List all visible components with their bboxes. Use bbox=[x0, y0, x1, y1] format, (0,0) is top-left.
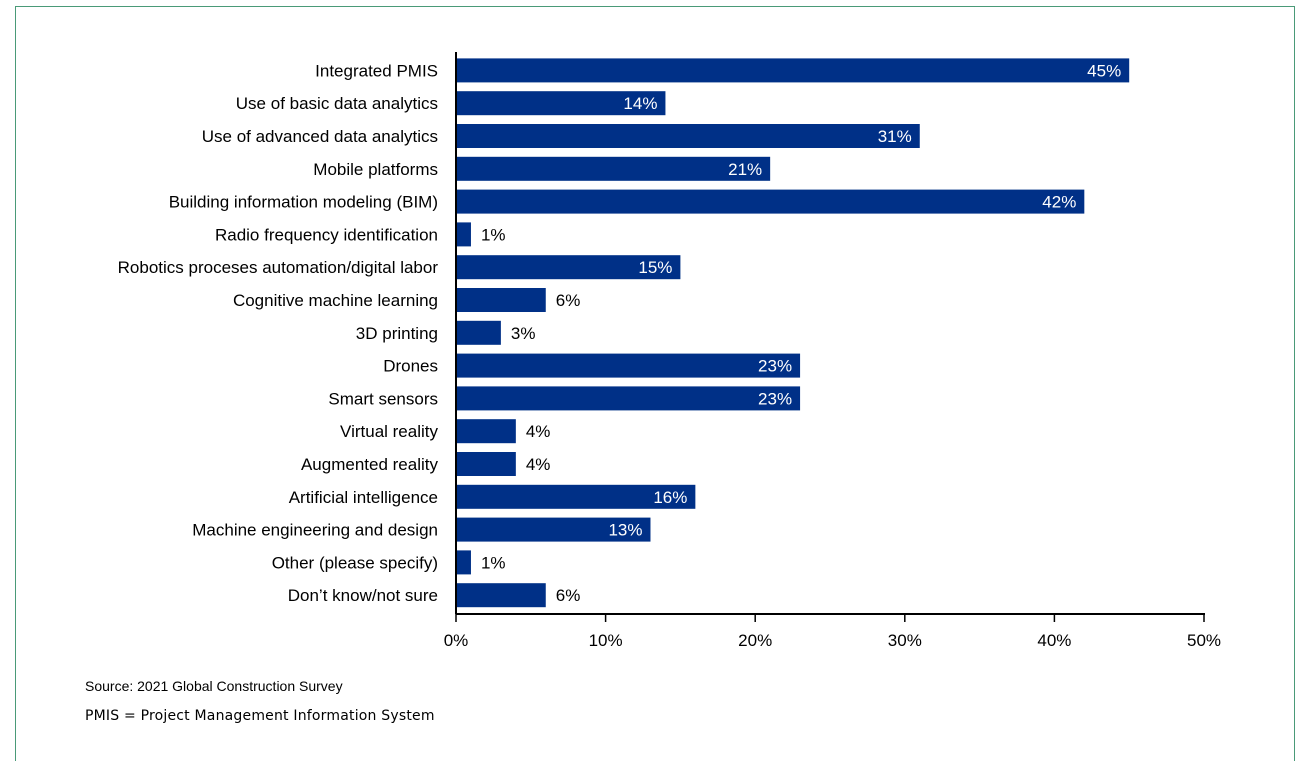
bar bbox=[456, 124, 920, 148]
bar bbox=[456, 452, 516, 476]
value-label: 6% bbox=[556, 291, 581, 310]
value-label: 3% bbox=[511, 324, 536, 343]
value-label: 4% bbox=[526, 455, 551, 474]
category-label: Robotics proceses automation/digital lab… bbox=[118, 258, 439, 277]
value-labels-layer: 45% 14% 31% 21% 42% 1% 15% 6% 3% 23% 23% 4% 4% 16% 13%… bbox=[481, 61, 1121, 605]
x-tick-label: 50% bbox=[1187, 631, 1221, 650]
source-note: Source: 2021 Global Construction Survey bbox=[85, 678, 343, 694]
category-label: Augmented reality bbox=[301, 455, 439, 474]
bar bbox=[456, 320, 501, 345]
x-tick-label: 0% bbox=[444, 631, 469, 650]
x-tick-label: 20% bbox=[738, 631, 772, 650]
bar bbox=[456, 550, 471, 575]
value-label: 1% bbox=[481, 553, 506, 572]
category-label: Use of basic data analytics bbox=[236, 94, 438, 113]
bar bbox=[456, 517, 651, 542]
category-label: Artificial intelligence bbox=[289, 488, 438, 507]
category-label: Mobile platforms bbox=[313, 160, 438, 179]
bar bbox=[456, 58, 1130, 83]
value-label: 31% bbox=[878, 127, 912, 146]
value-label: 21% bbox=[728, 160, 762, 179]
bar bbox=[456, 222, 471, 247]
category-label: Drones bbox=[383, 357, 438, 376]
bar bbox=[456, 484, 696, 509]
value-label: 16% bbox=[653, 488, 687, 507]
value-label: 14% bbox=[623, 94, 657, 113]
x-tick-label: 10% bbox=[589, 631, 623, 650]
category-label: Building information modeling (BIM) bbox=[169, 193, 438, 212]
x-tick-label: 30% bbox=[888, 631, 922, 650]
category-label: Other (please specify) bbox=[272, 553, 438, 572]
value-label: 4% bbox=[526, 422, 551, 441]
bar bbox=[456, 91, 666, 116]
value-label: 23% bbox=[758, 357, 792, 376]
bar bbox=[456, 386, 801, 411]
bar bbox=[456, 255, 681, 280]
category-label: Cognitive machine learning bbox=[233, 291, 438, 310]
bar bbox=[456, 189, 1085, 214]
bars-layer bbox=[456, 58, 1130, 608]
value-label: 13% bbox=[608, 521, 642, 540]
value-label: 42% bbox=[1042, 193, 1076, 212]
category-label: Use of advanced data analytics bbox=[202, 127, 438, 146]
category-label: Don’t know/not sure bbox=[288, 586, 438, 605]
category-label: Virtual reality bbox=[340, 422, 438, 441]
value-label: 15% bbox=[638, 258, 672, 277]
category-label: Machine engineering and design bbox=[192, 521, 438, 540]
bar bbox=[456, 288, 546, 312]
axes-layer: 0% 10% 20% 30% 40% 50% bbox=[444, 52, 1221, 650]
value-label: 45% bbox=[1087, 61, 1121, 80]
value-label: 23% bbox=[758, 389, 792, 408]
category-label: Integrated PMIS bbox=[315, 61, 438, 80]
abbreviation-note: PMIS = Project Management Information Sy… bbox=[85, 708, 435, 724]
bar bbox=[456, 583, 546, 608]
category-label: 3D printing bbox=[356, 324, 438, 343]
value-label: 6% bbox=[556, 586, 581, 605]
x-tick-label: 40% bbox=[1037, 631, 1071, 650]
category-labels-layer: Integrated PMIS Use of basic data analyti… bbox=[118, 61, 439, 605]
bar bbox=[456, 156, 771, 181]
category-label: Smart sensors bbox=[328, 389, 438, 408]
bar bbox=[456, 353, 801, 378]
value-label: 1% bbox=[481, 225, 506, 244]
bar bbox=[456, 419, 516, 444]
category-label: Radio frequency identification bbox=[215, 225, 438, 244]
